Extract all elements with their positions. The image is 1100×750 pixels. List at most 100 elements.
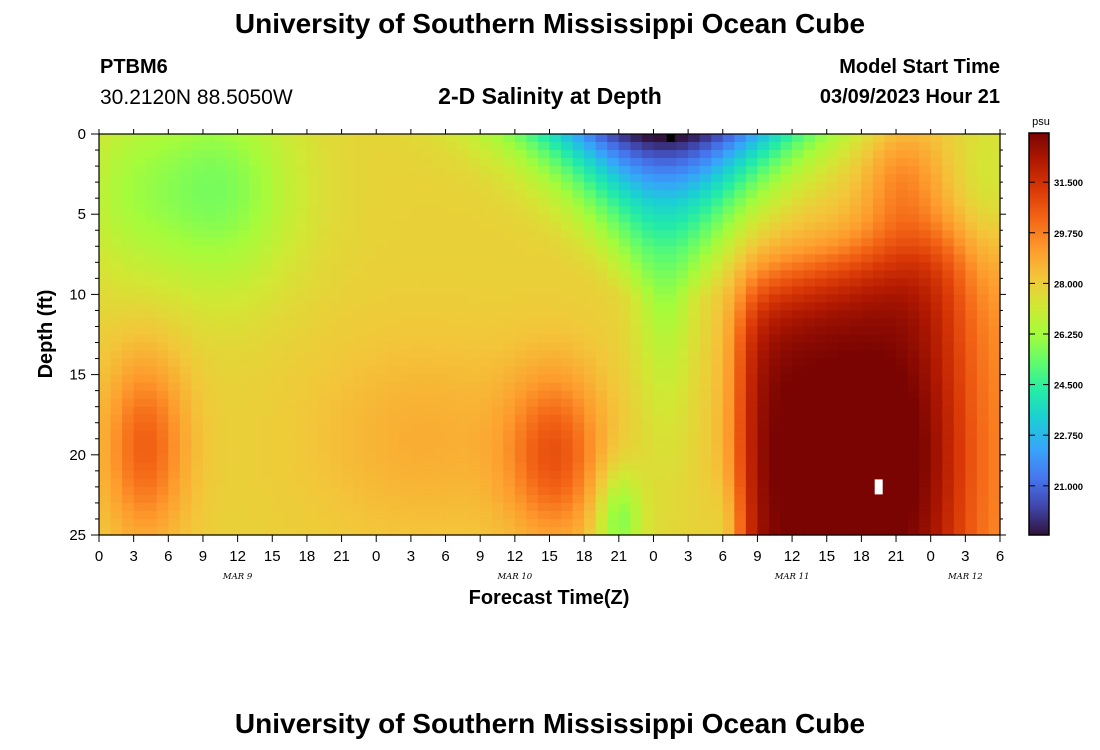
heatmap-cell	[561, 374, 574, 384]
heatmap-cell	[214, 198, 227, 207]
heatmap-cell	[457, 142, 470, 151]
heatmap-cell	[272, 502, 285, 512]
heatmap-cell	[168, 318, 181, 328]
heatmap-cell	[861, 294, 874, 304]
heatmap-cell	[965, 302, 978, 312]
heatmap-cell	[480, 278, 493, 287]
heatmap-cell	[376, 438, 389, 448]
heatmap-cell	[410, 222, 424, 231]
heatmap-cell	[318, 366, 331, 376]
heatmap-cell	[468, 326, 481, 336]
heatmap-cell	[641, 518, 655, 528]
heatmap-cell	[295, 462, 308, 472]
heatmap-cell	[341, 390, 354, 400]
heatmap-cell	[353, 494, 366, 504]
heatmap-cell	[145, 206, 158, 215]
heatmap-cell	[491, 254, 504, 263]
heatmap-cell	[156, 326, 169, 336]
heatmap-cell	[353, 414, 366, 424]
heatmap-cell	[445, 270, 458, 279]
heatmap-cell	[745, 230, 759, 239]
heatmap-cell	[191, 238, 204, 247]
heatmap-cell	[722, 238, 735, 247]
heatmap-cell	[607, 454, 620, 464]
heatmap-cell	[306, 158, 320, 167]
heatmap-cell	[99, 310, 112, 320]
heatmap-cell	[99, 286, 112, 295]
heatmap-cell	[399, 238, 412, 247]
heatmap-cell	[353, 454, 366, 464]
heatmap-cell	[561, 494, 574, 504]
heatmap-cell	[607, 238, 620, 247]
heatmap-cell	[838, 142, 851, 151]
heatmap-cell	[306, 454, 320, 464]
heatmap-cell	[422, 158, 435, 167]
heatmap-cell	[780, 366, 793, 376]
heatmap-cell	[572, 398, 585, 408]
heatmap-cell	[295, 214, 308, 223]
y-tick-label: 15	[69, 367, 86, 384]
heatmap-cell	[722, 510, 735, 520]
heatmap-cell	[618, 294, 631, 304]
heatmap-cell	[896, 366, 909, 376]
heatmap-cell	[919, 158, 932, 167]
heatmap-cell	[953, 246, 966, 255]
heatmap-cell	[734, 142, 747, 151]
heatmap-cell	[387, 398, 400, 408]
heatmap-cell	[561, 430, 574, 440]
heatmap-cell	[803, 358, 816, 368]
heatmap-cell	[272, 142, 285, 151]
heatmap-cell	[607, 350, 620, 360]
heatmap-cell	[237, 438, 250, 448]
heatmap-cell	[295, 422, 308, 432]
heatmap-cell	[688, 382, 701, 392]
heatmap-cell	[803, 198, 816, 207]
heatmap-cell	[202, 206, 216, 215]
heatmap-cell	[849, 366, 862, 376]
heatmap-cell	[318, 462, 331, 472]
heatmap-cell	[214, 438, 227, 448]
heatmap-cell	[168, 254, 181, 263]
heatmap-cell	[514, 310, 527, 320]
heatmap-cell	[179, 510, 193, 520]
heatmap-cell	[433, 382, 447, 392]
heatmap-cell	[376, 398, 389, 408]
heatmap-cell	[445, 390, 458, 400]
heatmap-cell	[260, 406, 273, 416]
heatmap-cell	[537, 214, 551, 223]
heatmap-cell	[653, 214, 666, 223]
heatmap-cell	[156, 518, 169, 528]
heatmap-cell	[942, 478, 955, 488]
heatmap-cell	[122, 150, 135, 159]
heatmap-cell	[214, 406, 227, 416]
heatmap-cell	[468, 470, 481, 480]
heatmap-cell	[353, 270, 366, 279]
heatmap-cell	[410, 294, 424, 304]
heatmap-cell	[237, 358, 250, 368]
heatmap-cell	[919, 414, 932, 424]
heatmap-cell	[896, 326, 909, 336]
heatmap-cell	[353, 174, 366, 183]
heatmap-cell	[884, 342, 897, 352]
heatmap-cell	[514, 230, 527, 239]
heatmap-cell	[226, 238, 239, 247]
heatmap-cell	[595, 478, 608, 488]
heatmap-cell	[641, 230, 655, 239]
heatmap-cell	[653, 158, 666, 167]
heatmap-cell	[122, 526, 135, 536]
heatmap-cell	[688, 150, 701, 159]
heatmap-cell	[295, 494, 308, 504]
heatmap-cell	[815, 366, 828, 376]
heatmap-cell	[745, 278, 759, 287]
heatmap-cell	[630, 334, 643, 344]
heatmap-cell	[676, 166, 689, 175]
heatmap-cell	[179, 494, 193, 504]
heatmap-cell	[514, 206, 527, 215]
heatmap-cell	[584, 510, 597, 520]
heatmap-cell	[584, 230, 597, 239]
heatmap-cell	[156, 222, 169, 231]
heatmap-cell	[768, 478, 782, 488]
heatmap-cell	[168, 454, 181, 464]
heatmap-cell	[722, 366, 735, 376]
heatmap-cell	[768, 182, 782, 191]
